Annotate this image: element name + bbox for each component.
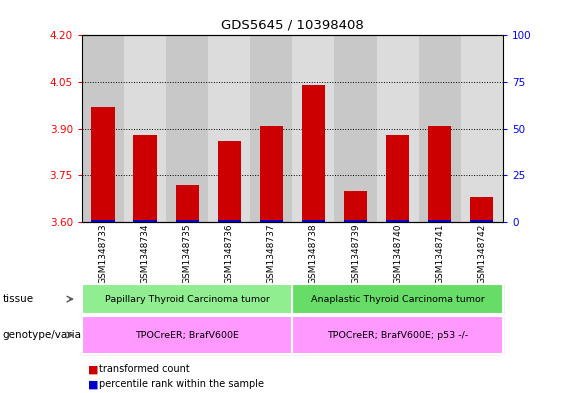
Bar: [82, 35, 124, 222]
Bar: [293, 35, 334, 222]
Bar: [218, 141, 241, 222]
Bar: [334, 35, 376, 222]
Text: TPOCreER; BrafV600E: TPOCreER; BrafV600E: [135, 331, 239, 340]
Bar: [133, 220, 157, 222]
Text: genotype/variation: genotype/variation: [3, 330, 102, 340]
Text: Papillary Thyroid Carcinoma tumor: Papillary Thyroid Carcinoma tumor: [105, 295, 270, 303]
Bar: [302, 85, 325, 222]
Bar: [176, 185, 199, 222]
Bar: [133, 135, 157, 222]
Bar: [419, 35, 461, 222]
Text: percentile rank within the sample: percentile rank within the sample: [99, 379, 264, 389]
Bar: [166, 35, 208, 222]
Bar: [218, 220, 241, 222]
Title: GDS5645 / 10398408: GDS5645 / 10398408: [221, 18, 364, 31]
Bar: [92, 220, 115, 222]
Text: transformed count: transformed count: [99, 364, 190, 375]
Bar: [344, 220, 367, 222]
Bar: [260, 126, 283, 222]
Bar: [344, 191, 367, 222]
Bar: [260, 220, 283, 222]
Bar: [92, 107, 115, 222]
Bar: [461, 35, 503, 222]
Text: ■: ■: [88, 364, 98, 375]
Bar: [376, 35, 419, 222]
Bar: [250, 35, 293, 222]
Text: ■: ■: [88, 379, 98, 389]
Bar: [302, 220, 325, 222]
Bar: [386, 135, 409, 222]
Text: Anaplastic Thyroid Carcinoma tumor: Anaplastic Thyroid Carcinoma tumor: [311, 295, 485, 303]
Bar: [176, 220, 199, 222]
Bar: [428, 126, 451, 222]
Bar: [428, 220, 451, 222]
Bar: [208, 35, 250, 222]
Bar: [124, 35, 166, 222]
Bar: [470, 220, 493, 222]
Bar: [386, 220, 409, 222]
Text: TPOCreER; BrafV600E; p53 -/-: TPOCreER; BrafV600E; p53 -/-: [327, 331, 468, 340]
Text: tissue: tissue: [3, 294, 34, 304]
Bar: [470, 197, 493, 222]
